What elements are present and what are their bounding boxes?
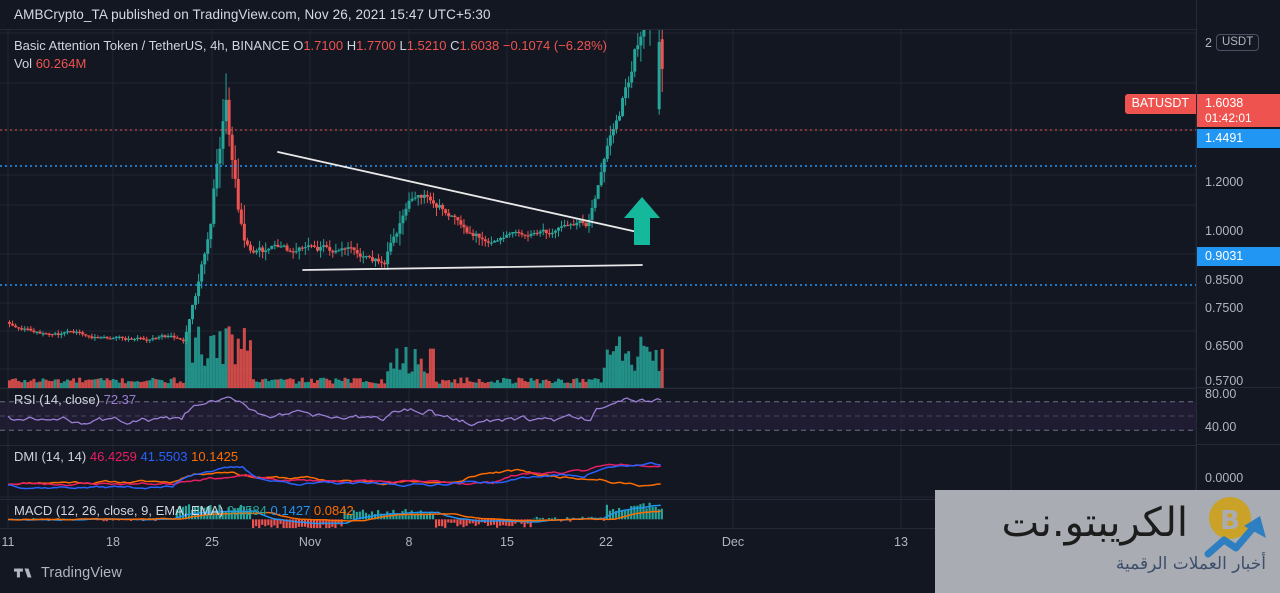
price-tick-1-2000: 1.2000 (1205, 175, 1244, 189)
tradingview-wordmark: TradingView (41, 565, 122, 581)
axis-divider-rsi (1197, 387, 1280, 388)
currency-badge: USDT (1215, 34, 1260, 51)
axis-divider-dmi (1197, 444, 1280, 445)
price-chart-canvas (0, 30, 1196, 388)
last-price-value: 1.6038 (1205, 96, 1244, 110)
time-tick-18: 18 (106, 535, 120, 549)
bar-countdown: 01:42:01 (1205, 111, 1252, 125)
price-tick-0-6500: 0.6500 (1205, 339, 1244, 353)
tradingview-logo[interactable]: TradingView (14, 565, 122, 581)
watermark-title-text: الكريبتو.نت (1001, 500, 1188, 546)
price-unit-number: 2 (1205, 35, 1212, 50)
rsi-chart-canvas (0, 389, 1196, 445)
crypto-news-logo-icon: B (1204, 497, 1266, 558)
time-tick-8: 8 (405, 535, 413, 549)
rsi-pane[interactable]: RSI (14, close) 72.37 (0, 388, 1196, 445)
price-tick-0-5700: 0.5700 (1205, 374, 1244, 388)
symbol-price-tag[interactable]: BATUSDT (1124, 94, 1196, 114)
price-tick-0-7500: 0.7500 (1205, 301, 1244, 315)
price-pane[interactable]: Basic Attention Token / TetherUS, 4h, BI… (0, 30, 1196, 388)
time-tick-25: 25 (205, 535, 219, 549)
rsi-tick-80: 80.00 (1205, 387, 1237, 401)
blue-level-tag-lower[interactable]: 0.9031 (1197, 247, 1280, 266)
price-tick-1-0000: 1.0000 (1205, 224, 1244, 238)
time-tick-13: 13 (894, 535, 908, 549)
watermark-subtitle: أخبار العملات الرقمية (1115, 554, 1266, 574)
time-tick-dec: Dec (721, 535, 745, 549)
price-axis[interactable]: 2 USDT 1.2000 1.0000 0.8500 0.7500 0.650… (1196, 0, 1280, 557)
time-tick-nov: Nov (298, 535, 322, 549)
time-tick-22: 22 (599, 535, 613, 549)
tradingview-glyph-icon (14, 568, 32, 578)
site-watermark: B الكريبتو.نت أخبار العملات الرقمية (935, 490, 1280, 593)
price-unit-row: 2 USDT (1205, 34, 1260, 51)
time-tick-11: 11 (1, 535, 15, 549)
rsi-tick-40: 40.00 (1205, 420, 1237, 434)
blue-level-tag-upper[interactable]: 1.4491 (1197, 129, 1280, 148)
time-tick-15: 15 (500, 535, 514, 549)
chart-panes: Basic Attention Token / TetherUS, 4h, BI… (0, 29, 1196, 529)
dmi-tick-0: 0.0000 (1205, 471, 1244, 485)
watermark-title: الكريبتو.نت (1001, 496, 1188, 550)
price-tick-0-8500: 0.8500 (1205, 273, 1244, 287)
last-price-tag[interactable]: 1.6038 01:42:01 (1197, 94, 1280, 127)
attribution-text: AMBCrypto_TA published on TradingView.co… (14, 7, 491, 22)
svg-text:B: B (1220, 506, 1240, 536)
macd-chart-canvas (7, 500, 1196, 529)
